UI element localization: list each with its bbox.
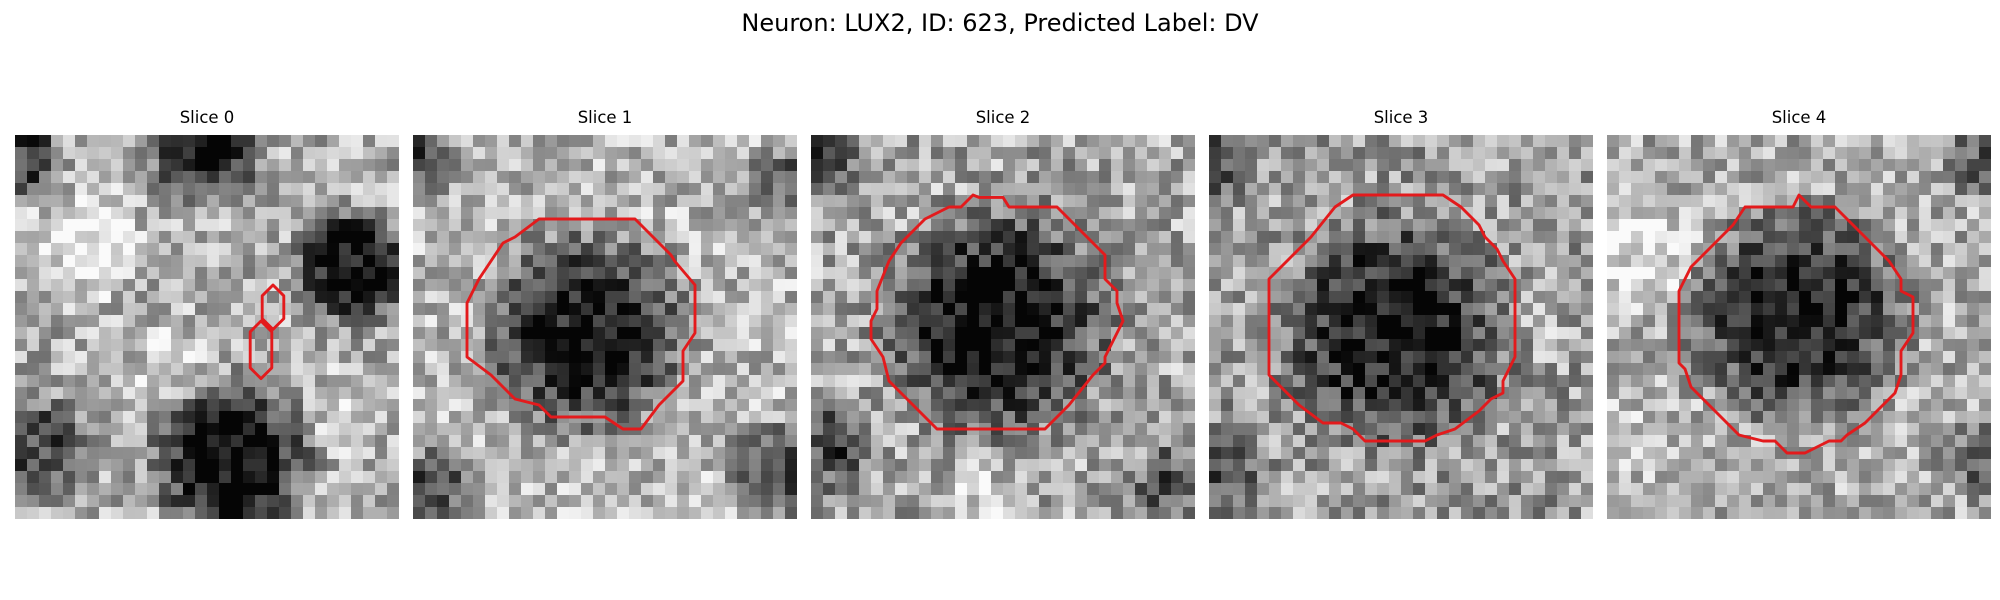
slice-1-image [413,135,797,519]
slice-4-panel: Slice 4 [1607,108,1991,520]
slice-4-image [1607,135,1991,519]
segmentation-contour [869,193,1125,431]
slice-2-title: Slice 2 [975,108,1031,127]
pixel-grid [811,135,1195,519]
slice-0-image [15,135,399,519]
slice-0-title: Slice 0 [179,108,235,127]
slice-3-panel: Slice 3 [1209,108,1593,520]
slice-4-title: Slice 4 [1771,108,1827,127]
slice-2-image [811,135,1195,519]
slice-0-panel: Slice 0 [15,108,399,520]
pixel-grid [1209,135,1593,519]
pixel-grid [15,135,399,519]
segmentation-contour [248,319,274,381]
slice-3-title: Slice 3 [1373,108,1429,127]
segmentation-contour [465,217,697,431]
segmentation-contour [260,283,286,331]
slice-1-panel: Slice 1 [413,108,797,520]
segmentation-contour [1677,193,1915,455]
slice-3-image [1209,135,1593,519]
pixel-grid [1607,135,1991,519]
slice-2-panel: Slice 2 [811,108,1195,520]
figure-title: Neuron: LUX2, ID: 623, Predicted Label: … [741,9,1259,37]
segmentation-contour [1267,193,1517,443]
slice-1-title: Slice 1 [577,108,633,127]
pixel-grid [413,135,797,519]
